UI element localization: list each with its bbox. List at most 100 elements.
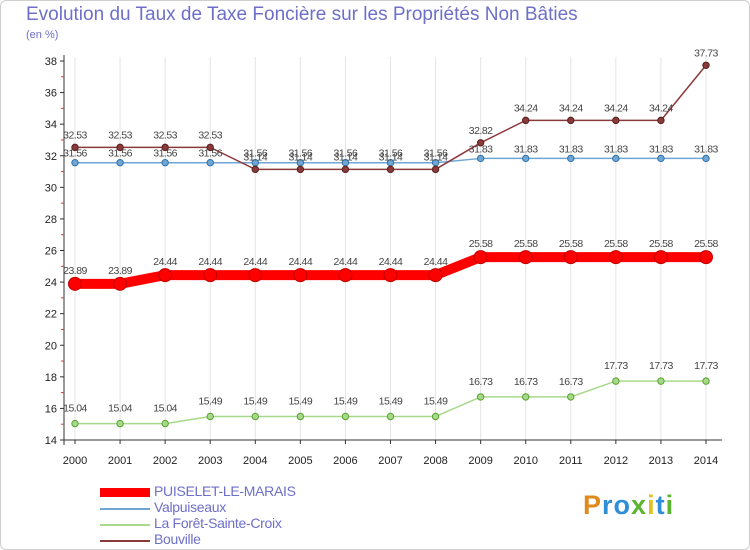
- data-point-2: [161, 419, 169, 428]
- data-point-3: [386, 165, 395, 174]
- data-label: 24.44: [153, 256, 177, 268]
- y-tick-label: 34: [45, 119, 57, 131]
- data-label: 25.58: [649, 238, 673, 250]
- data-point-2: [612, 377, 620, 385]
- data-label: 32.53: [198, 129, 222, 141]
- data-label: 31.83: [604, 143, 628, 155]
- data-point-2: [71, 419, 79, 428]
- data-label: 31.56: [243, 148, 267, 160]
- data-label: 17.73: [649, 360, 673, 372]
- data-point-3: [702, 61, 710, 69]
- x-tick-label: 2011: [559, 455, 583, 467]
- proxiti-logo: Proxiti: [583, 490, 674, 521]
- data-point-1: [567, 154, 575, 163]
- data-label: 34.24: [604, 102, 628, 114]
- data-label: 31.56: [379, 148, 403, 160]
- x-tick-label: 2004: [243, 455, 267, 467]
- x-tick-label: 2009: [468, 455, 492, 467]
- data-label: 37.73: [694, 47, 718, 59]
- data-point-2: [657, 377, 665, 385]
- data-point-2: [251, 412, 259, 421]
- data-point-1: [71, 158, 79, 167]
- data-point-3: [522, 116, 530, 125]
- data-point-3: [206, 143, 214, 152]
- data-point-0: [113, 276, 128, 291]
- data-label: 31.83: [694, 143, 718, 155]
- data-label: 15.49: [288, 395, 312, 407]
- data-label: 34.24: [514, 102, 538, 114]
- data-label: 15.49: [243, 395, 267, 407]
- data-point-1: [476, 154, 485, 163]
- data-point-1: [612, 154, 620, 163]
- x-tick-label: 2012: [604, 455, 628, 467]
- data-label: 31.56: [108, 148, 132, 160]
- data-point-0: [653, 250, 668, 265]
- x-tick-label: 2010: [513, 455, 537, 467]
- data-point-2: [296, 412, 305, 421]
- logo-letter: t: [655, 490, 666, 520]
- data-label: 31.56: [153, 148, 177, 160]
- x-tick-label: 2001: [108, 455, 132, 467]
- x-tick-label: 2007: [378, 455, 402, 467]
- data-label: 25.58: [469, 238, 493, 250]
- data-label: 15.04: [153, 403, 177, 415]
- data-label: 16.73: [514, 376, 538, 388]
- data-label: 24.44: [334, 256, 358, 268]
- data-label: 31.14: [334, 151, 358, 163]
- logo-letter: P: [583, 490, 603, 520]
- data-label: 31.14: [379, 151, 403, 163]
- y-tick-label: 36: [45, 88, 57, 100]
- legend-swatch-la-foret: [100, 524, 150, 526]
- data-point-3: [612, 116, 620, 125]
- chart-title: Evolution du Taux de Taxe Foncière sur l…: [26, 4, 578, 25]
- x-tick-label: 2003: [198, 455, 222, 467]
- x-tick-label: 2006: [333, 455, 357, 467]
- data-point-1: [161, 158, 169, 167]
- data-label: 32.82: [469, 125, 493, 137]
- y-axis-unit: (en %): [26, 29, 59, 41]
- y-tick-label: 26: [45, 246, 57, 258]
- data-label: 15.49: [334, 395, 358, 407]
- y-tick-label: 14: [45, 435, 57, 447]
- data-label: 25.58: [604, 238, 628, 250]
- data-point-1: [702, 154, 710, 163]
- x-tick-label: 2000: [63, 455, 87, 467]
- data-label: 31.56: [198, 148, 222, 160]
- y-tick-label: 22: [45, 309, 57, 321]
- data-point-3: [116, 143, 124, 152]
- legend-label-puiselet: PUISELET-LE-MARAIS: [154, 483, 296, 499]
- data-point-0: [248, 268, 263, 283]
- logo-letter: x: [631, 490, 648, 520]
- data-label: 31.56: [334, 148, 358, 160]
- data-label: 15.04: [63, 403, 87, 415]
- data-point-0: [338, 268, 353, 283]
- data-label: 31.14: [288, 151, 312, 163]
- legend-swatch-valpuiseaux: [100, 508, 150, 510]
- y-tick-label: 20: [45, 340, 57, 352]
- logo-letter: i: [665, 490, 675, 520]
- data-point-1: [657, 154, 665, 163]
- data-label: 25.58: [694, 238, 718, 250]
- data-label: 24.44: [379, 256, 403, 268]
- data-label: 31.83: [649, 143, 673, 155]
- y-tick-label: 30: [45, 182, 57, 194]
- data-label: 31.83: [559, 143, 583, 155]
- data-point-2: [476, 393, 485, 401]
- data-point-0: [203, 268, 218, 283]
- data-point-0: [428, 268, 443, 283]
- data-point-0: [608, 250, 623, 265]
- data-point-1: [206, 158, 214, 167]
- data-point-2: [206, 412, 214, 421]
- data-label: 25.58: [514, 238, 538, 250]
- data-point-3: [657, 116, 665, 125]
- data-label: 23.89: [63, 265, 87, 277]
- data-point-2: [341, 412, 350, 421]
- data-label: 15.49: [424, 395, 448, 407]
- data-point-0: [518, 250, 533, 265]
- data-label: 24.44: [243, 256, 267, 268]
- data-point-3: [476, 139, 485, 147]
- logo-letter: o: [613, 490, 632, 520]
- x-tick-label: 2013: [649, 455, 673, 467]
- data-point-3: [296, 165, 305, 174]
